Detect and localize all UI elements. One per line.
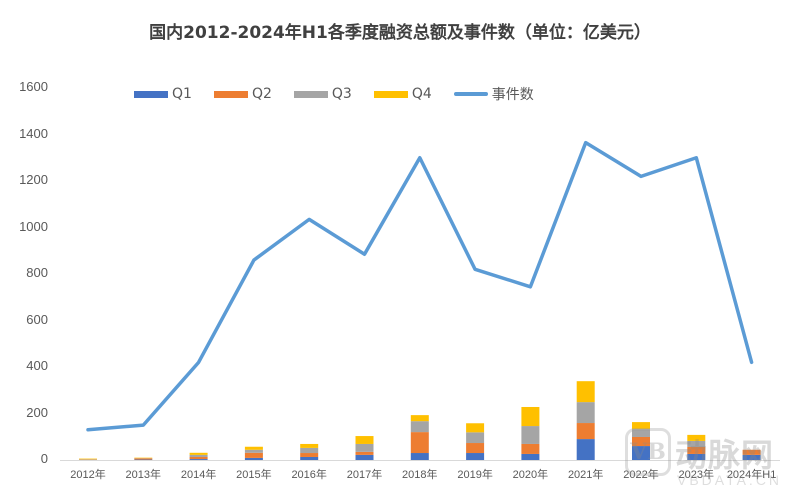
bar-segment-q1	[576, 439, 595, 460]
bar-segment-q3	[632, 429, 650, 437]
bar-segment-q3	[189, 454, 208, 457]
bar-segment-q2	[355, 451, 374, 455]
bar-segment-q2	[466, 443, 485, 454]
bar-segment-q2	[632, 436, 650, 447]
legend-label-q3: Q3	[331, 86, 352, 102]
bar-segment-q3	[244, 449, 263, 453]
bar-segment-q4	[410, 415, 429, 422]
legend-label-events: 事件数	[491, 87, 534, 103]
legend-swatch-q3	[293, 90, 328, 98]
legend-swatch-events	[453, 92, 488, 96]
bar-segment-q1	[300, 456, 319, 460]
x-tick-label: 2016年	[291, 469, 327, 481]
x-tick-label: 2012年	[70, 469, 106, 481]
bar-segment-q1	[632, 446, 650, 460]
bar-segment-q2	[521, 443, 540, 454]
bar-segment-q3	[687, 440, 706, 447]
x-tick-label: 2019年	[457, 469, 493, 481]
bar-segment-q3	[576, 402, 595, 424]
bar-segment-q1	[355, 454, 374, 460]
x-tick-label: 2015年	[236, 469, 272, 481]
bar-segment-q1	[410, 453, 429, 460]
bar-segment-q2	[687, 446, 706, 454]
bar-segment-q1	[466, 453, 485, 460]
bar-segment-q3	[300, 447, 319, 454]
bar-segment-q2	[134, 458, 153, 460]
chart-legend: Q1 Q2 Q3 Q4 事件数	[134, 84, 556, 104]
legend-swatch-q1	[134, 90, 168, 98]
legend-item-q4: Q4	[373, 86, 432, 102]
x-tick-label: 2014年	[180, 469, 217, 481]
bar-segment-q4	[521, 406, 540, 427]
y-tick-label: 1200	[19, 172, 48, 187]
bar-segment-q3	[410, 421, 429, 433]
y-tick-label: 600	[26, 311, 48, 327]
x-tick-label: 2021年	[567, 469, 604, 481]
bar-segment-q2	[410, 432, 429, 454]
bar-segment-q1	[742, 454, 761, 460]
bar-segment-q2	[576, 423, 595, 440]
legend-item-q3: Q3	[293, 86, 352, 102]
y-tick-label: 200	[26, 404, 48, 420]
y-tick-label: 1600	[19, 79, 48, 94]
bar-segment-q3	[466, 432, 485, 444]
y-tick-label: 800	[26, 265, 48, 280]
legend-item-q1: Q1	[134, 86, 192, 102]
bar-segment-q4	[300, 443, 319, 448]
bar-segment-q4	[576, 381, 595, 403]
bar-segment-q4	[244, 446, 263, 450]
bar-segment-q4	[687, 434, 706, 441]
bar-segment-q1	[687, 453, 706, 460]
y-tick-label: 1000	[19, 218, 48, 234]
legend-label-q4: Q4	[411, 86, 432, 102]
legend-swatch-q4	[373, 90, 408, 98]
bar-segment-q2	[244, 452, 263, 458]
chart-title: 国内2012-2024年H1各季度融资总额及事件数（单位：亿美元）	[149, 23, 651, 43]
bar-segment-q1	[521, 453, 540, 460]
legend-item-q2: Q2	[213, 86, 272, 102]
x-tick-label: 2020年	[512, 469, 549, 481]
y-tick-label: 0	[40, 451, 48, 466]
x-tick-label: 2017年	[346, 469, 383, 481]
legend-label-q1: Q1	[172, 86, 192, 102]
x-tick-label: 2022年	[623, 469, 659, 481]
legend-label-q2: Q2	[251, 86, 272, 102]
x-tick-label: 2023年	[678, 469, 715, 481]
bar-segment-q1	[244, 457, 263, 460]
bar-segment-q1	[189, 459, 208, 460]
bar-segment-q4	[466, 423, 485, 433]
bar-segment-q4	[189, 452, 208, 455]
y-tick-label: 1400	[19, 125, 48, 141]
event-count-line	[86, 140, 754, 432]
bar-segment-q2	[742, 449, 761, 455]
x-tick-label: 2018年	[402, 469, 438, 481]
legend-swatch-q2	[213, 90, 248, 98]
bar-segment-q3	[521, 426, 540, 444]
bar-segment-q4	[355, 436, 374, 444]
bar-segment-q4	[632, 422, 650, 430]
bar-segment-q2	[300, 453, 319, 457]
x-tick-label: 2013年	[125, 469, 162, 481]
legend-item-events: 事件数	[453, 84, 534, 104]
y-tick-label: 400	[26, 358, 48, 373]
bar-segment-q3	[355, 443, 374, 452]
bar-segment-q2	[189, 456, 208, 460]
x-tick-label: 2024年H1	[726, 469, 777, 481]
bar-segment-q4	[79, 458, 97, 460]
